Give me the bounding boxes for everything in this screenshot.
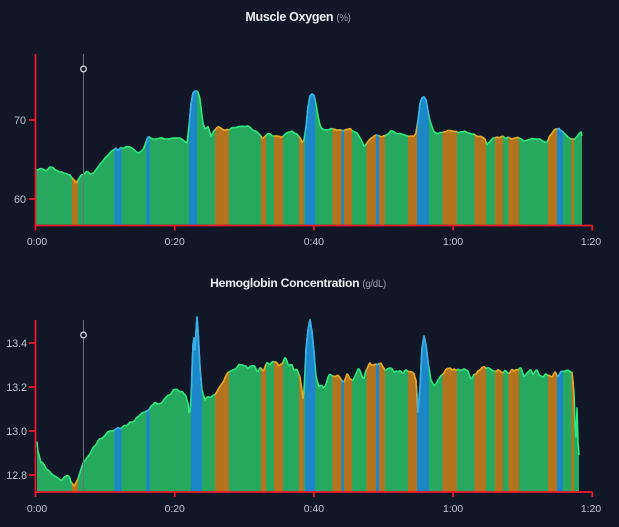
svg-text:0:20: 0:20	[165, 504, 185, 515]
svg-text:13.2: 13.2	[6, 382, 27, 394]
svg-text:13.0: 13.0	[6, 426, 27, 438]
svg-text:13.4: 13.4	[6, 338, 27, 350]
svg-text:0:00: 0:00	[27, 237, 47, 248]
svg-text:60: 60	[14, 194, 26, 206]
svg-text:0:40: 0:40	[304, 237, 324, 248]
svg-text:1:00: 1:00	[443, 504, 463, 515]
svg-text:12.8: 12.8	[6, 470, 27, 482]
svg-text:1:20: 1:20	[581, 504, 601, 515]
svg-text:0:20: 0:20	[165, 237, 185, 248]
svg-text:70: 70	[14, 115, 26, 127]
svg-text:1:20: 1:20	[581, 237, 601, 248]
svg-text:Hemoglobin Concentration (g/dL: Hemoglobin Concentration (g/dL)	[210, 276, 386, 290]
svg-text:0:40: 0:40	[304, 504, 324, 515]
svg-text:0:00: 0:00	[27, 504, 47, 515]
svg-text:Muscle Oxygen (%): Muscle Oxygen (%)	[245, 10, 350, 24]
svg-text:1:00: 1:00	[443, 237, 463, 248]
